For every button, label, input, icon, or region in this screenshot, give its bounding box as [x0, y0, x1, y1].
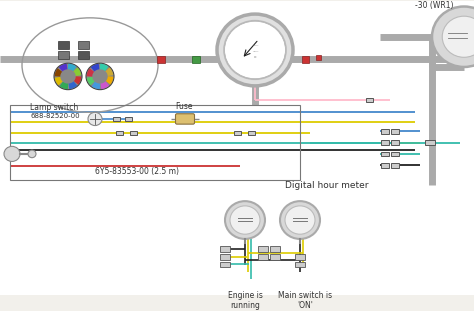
Circle shape: [432, 7, 474, 67]
Bar: [381, 140, 389, 145]
Circle shape: [285, 206, 315, 234]
Bar: [117, 131, 124, 135]
Bar: [78, 40, 89, 49]
Bar: [113, 117, 120, 121]
Bar: [391, 140, 399, 145]
Bar: [220, 254, 230, 260]
Text: -30 (WR1): -30 (WR1): [415, 1, 454, 10]
Bar: [130, 131, 137, 135]
Text: ___: ___: [252, 43, 258, 47]
Bar: [270, 254, 280, 260]
Text: Lamp switch: Lamp switch: [30, 104, 78, 113]
Bar: [235, 131, 241, 135]
Bar: [258, 247, 268, 252]
Bar: [381, 163, 389, 168]
Circle shape: [88, 112, 102, 126]
Bar: [381, 129, 389, 134]
Bar: [126, 117, 133, 121]
Text: Digital hour meter: Digital hour meter: [285, 181, 368, 190]
Text: Fuse: Fuse: [175, 102, 192, 110]
Text: 688-82520-00: 688-82520-00: [30, 113, 80, 119]
Circle shape: [442, 16, 474, 57]
Bar: [381, 151, 389, 156]
Text: ___: ___: [252, 48, 258, 52]
Bar: [302, 56, 309, 63]
Text: Main switch is
'ON': Main switch is 'ON': [278, 291, 332, 310]
Bar: [391, 129, 399, 134]
Bar: [295, 262, 305, 267]
Bar: [295, 254, 305, 260]
Bar: [258, 254, 268, 260]
Bar: [270, 247, 280, 252]
Bar: [58, 51, 69, 59]
Bar: [192, 56, 200, 63]
Bar: [366, 98, 374, 102]
Circle shape: [28, 150, 36, 158]
FancyBboxPatch shape: [175, 114, 194, 124]
Bar: [220, 247, 230, 252]
Bar: [157, 56, 165, 63]
Bar: [391, 151, 399, 156]
Text: o: o: [254, 55, 256, 59]
Circle shape: [54, 63, 82, 90]
Circle shape: [86, 63, 114, 90]
Circle shape: [4, 146, 20, 161]
Circle shape: [224, 21, 286, 79]
Circle shape: [230, 206, 260, 234]
Bar: [248, 131, 255, 135]
Circle shape: [217, 14, 293, 86]
Bar: [391, 163, 399, 168]
Circle shape: [280, 201, 320, 239]
Circle shape: [225, 21, 285, 79]
Bar: [425, 140, 435, 145]
Bar: [316, 55, 321, 60]
Bar: [78, 51, 89, 59]
Bar: [220, 262, 230, 267]
Bar: [58, 40, 69, 49]
Circle shape: [225, 201, 265, 239]
Bar: [10, 105, 300, 180]
Text: Engine is
running: Engine is running: [228, 291, 263, 310]
Text: 6Y5-83553-00 (2.5 m): 6Y5-83553-00 (2.5 m): [95, 167, 179, 176]
